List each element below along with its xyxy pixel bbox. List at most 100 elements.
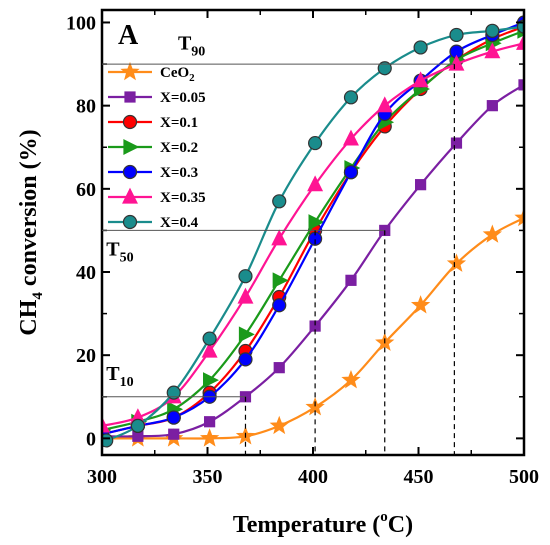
annotation-t10: T10	[106, 363, 133, 390]
y-axis-title-sub: 4	[30, 292, 46, 300]
data-point-6-4	[238, 269, 253, 284]
data-point-1-3	[204, 416, 216, 428]
x-tick-label-4: 500	[509, 466, 539, 488]
data-point-6-2	[166, 385, 181, 400]
data-point-0-10	[446, 253, 467, 272]
annotation-t90: T90	[178, 33, 205, 60]
data-point-6-1	[130, 418, 145, 433]
data-point-1-9	[415, 179, 427, 191]
legend-marker-0	[120, 61, 140, 81]
data-point-6-11	[485, 23, 500, 38]
x-tick-label-3: 450	[404, 466, 434, 488]
legend-label-2: X=0.1	[160, 115, 198, 131]
data-point-5-10	[448, 54, 465, 71]
data-point-1-2	[168, 428, 180, 440]
data-point-0-3	[199, 428, 220, 447]
annotation-t90-main: T	[178, 33, 192, 55]
data-point-1-12	[518, 79, 524, 91]
y-tick-label-1: 20	[76, 345, 96, 367]
data-point-5-6	[307, 175, 324, 192]
x-axis-title-end: C)	[388, 512, 413, 538]
legend-label-5: X=0.35	[160, 190, 206, 206]
data-point-1-7	[345, 274, 357, 286]
annotation-t10-sub: 10	[120, 375, 134, 390]
x-axis-title-sup: o	[380, 509, 388, 525]
data-point-4-4	[238, 352, 253, 367]
panel-label: A	[118, 20, 139, 51]
series-0	[102, 207, 524, 447]
legend-label-4: X=0.3	[160, 165, 198, 181]
data-point-0-9	[410, 295, 431, 314]
data-point-6-8	[377, 61, 392, 76]
x-tick-label-2: 400	[298, 466, 328, 488]
data-point-0-7	[341, 370, 361, 389]
data-point-5-9	[412, 71, 429, 88]
data-point-3-5	[272, 272, 289, 289]
legend-marker-2	[122, 114, 138, 130]
data-point-0-5	[269, 415, 289, 435]
y-tick-label-0: 0	[86, 428, 96, 450]
legend-label-0: CeO2	[160, 65, 195, 84]
data-point-0-11	[482, 224, 502, 243]
data-point-1-5	[273, 362, 285, 374]
x-tick-label-0: 300	[87, 466, 117, 488]
data-point-5-7	[343, 129, 359, 146]
data-point-4-7	[343, 165, 359, 180]
data-point-6-9	[413, 40, 428, 55]
data-point-5-5	[271, 229, 288, 246]
legend-label-6: X=0.4	[160, 215, 199, 231]
legend-item-2: X=0.1	[108, 114, 198, 131]
data-point-1-10	[450, 137, 463, 149]
x-tick-label-1: 350	[193, 466, 223, 488]
annotation-t50: T50	[106, 238, 133, 265]
data-point-4-2	[166, 410, 181, 425]
annotation-t50-main: T	[106, 238, 120, 260]
annotation-t90-sub: 90	[191, 45, 205, 60]
legend-marker-4	[122, 164, 138, 180]
legend-item-5: X=0.35	[108, 187, 206, 206]
data-point-4-5	[272, 298, 287, 313]
legend-marker-5	[122, 187, 138, 204]
data-point-1-11	[486, 100, 498, 112]
legend-label-1: X=0.05	[160, 90, 206, 106]
legend-marker-1	[124, 91, 136, 103]
data-point-6-3	[202, 331, 217, 346]
data-point-6-6	[308, 135, 323, 151]
legend-label-3: X=0.2	[160, 140, 198, 156]
y-tick-label-2: 40	[76, 262, 96, 284]
annotation-t10-main: T	[106, 363, 120, 385]
data-point-5-8	[376, 96, 393, 113]
data-point-3-4	[238, 326, 255, 343]
y-tick-label-5: 100	[66, 12, 96, 34]
y-tick-label-3: 60	[76, 179, 96, 201]
legend-item-6: X=0.4	[108, 214, 199, 231]
data-point-6-5	[272, 194, 287, 209]
legend-marker-3	[123, 139, 140, 155]
series-6	[102, 19, 524, 448]
legend-marker-6	[122, 214, 138, 230]
legend-item-0: CeO2	[108, 61, 195, 84]
data-point-3-3	[203, 372, 219, 389]
data-point-6-7	[343, 90, 359, 105]
legend-item-4: X=0.3	[108, 164, 198, 181]
data-point-6-10	[449, 27, 464, 43]
legend-label-sub-0: 2	[189, 72, 195, 84]
data-point-5-11	[484, 42, 501, 59]
y-axis-title: CH4 conversion (%)	[16, 129, 46, 335]
legend-item-3: X=0.2	[108, 139, 198, 156]
data-point-5-4	[237, 287, 254, 304]
x-axis-title-main: Temperature (	[233, 512, 380, 538]
x-axis-title: Temperature (oC)	[233, 509, 413, 538]
data-point-5-0	[102, 416, 110, 433]
y-tick-label-4: 80	[76, 96, 96, 118]
legend: CeO2 X=0.05 X=0.1 X=0.2 X=0.3 X=0.35 X=0.4	[108, 61, 206, 231]
annotation-t50-sub: 50	[120, 250, 134, 265]
data-point-0-12	[514, 207, 524, 227]
data-point-3-6	[308, 214, 325, 231]
data-point-6-0	[102, 433, 114, 448]
y-axis-title-main: CH	[16, 299, 42, 335]
legend-label-main-0: CeO	[160, 65, 189, 81]
